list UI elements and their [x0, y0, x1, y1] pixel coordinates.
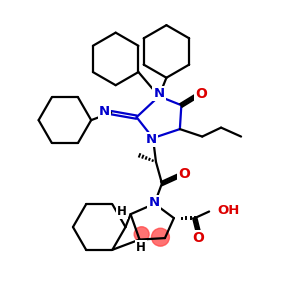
Circle shape [152, 228, 169, 246]
Text: N: N [148, 196, 159, 209]
Text: N: N [99, 105, 110, 118]
Text: H: H [136, 242, 146, 254]
Text: N: N [146, 133, 157, 146]
Circle shape [134, 227, 149, 242]
Text: O: O [192, 231, 204, 245]
Text: O: O [195, 87, 207, 101]
Text: O: O [178, 167, 190, 182]
Text: OH: OH [218, 204, 240, 217]
Text: H: H [117, 205, 127, 218]
Text: N: N [153, 87, 164, 100]
